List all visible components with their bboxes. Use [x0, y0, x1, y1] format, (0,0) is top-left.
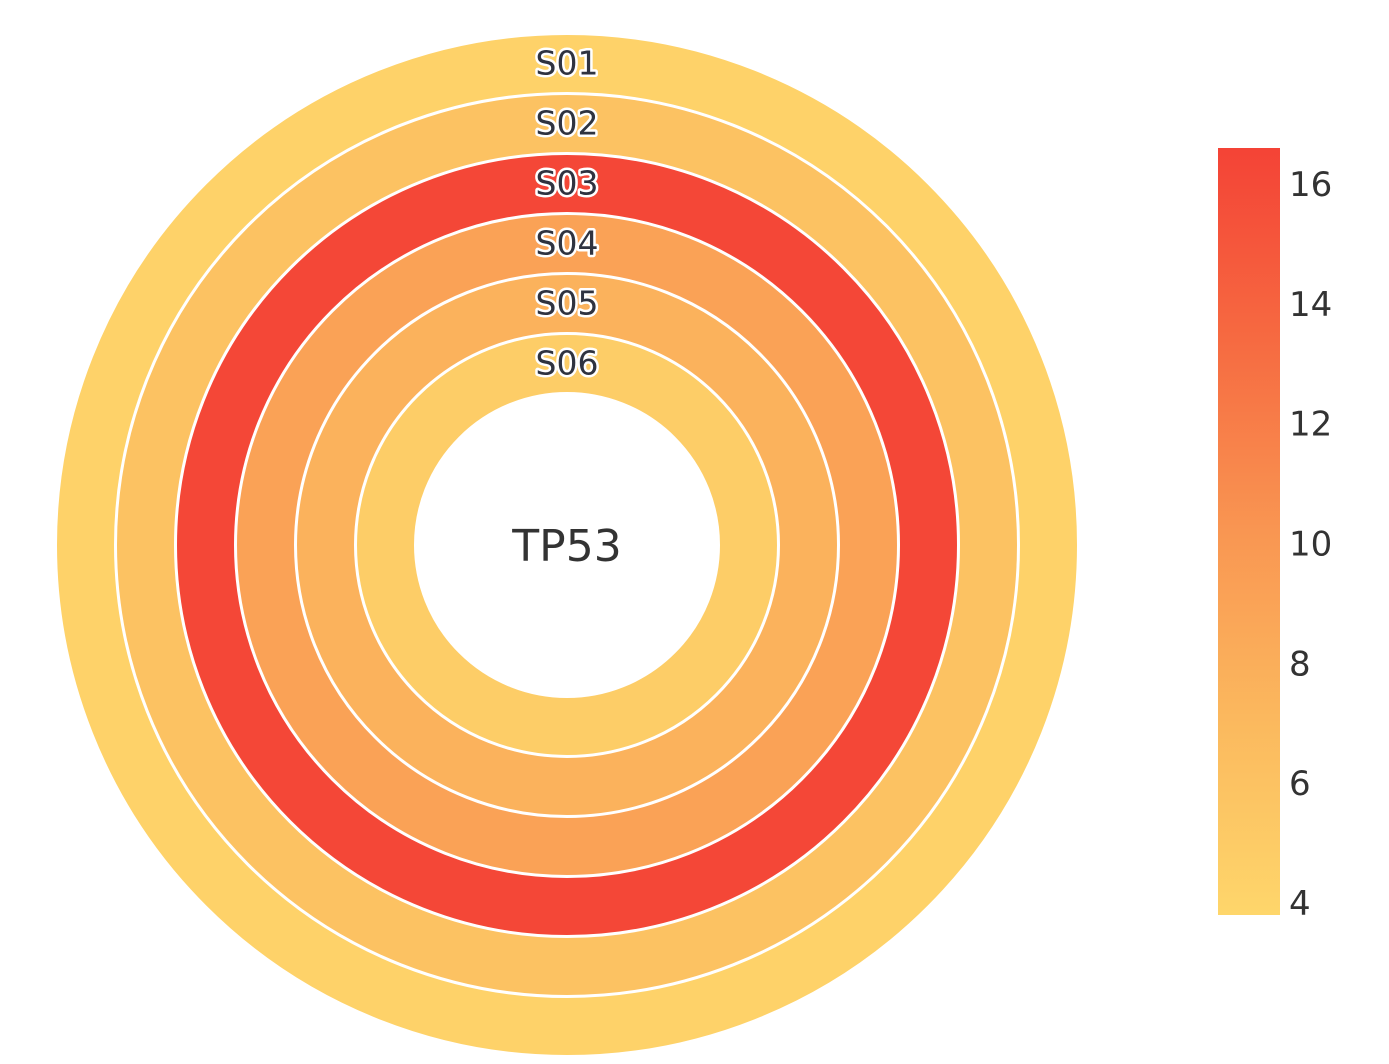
- ring-label-s02: S02: [536, 104, 599, 143]
- ring-s01: [57, 35, 1077, 1055]
- ring-s06: [357, 335, 777, 755]
- ring-s03: [177, 155, 957, 935]
- colorbar-tick-label: 4: [1289, 884, 1311, 924]
- colorbar-tick-label: 12: [1289, 405, 1332, 445]
- colorbar-tick-label: 8: [1289, 644, 1311, 684]
- colorbar-tick-label: 16: [1289, 165, 1332, 205]
- rings-layer: [57, 35, 1077, 1055]
- ring-s05: [297, 275, 837, 815]
- ring-label-s06: S06: [536, 344, 599, 383]
- colorbar-tick-label: 6: [1289, 764, 1311, 804]
- center-label: TP53: [511, 521, 621, 572]
- colorbar-tick-label: 10: [1289, 524, 1332, 564]
- colorbar-ticks: 4 6 8 10 12 14 16: [1289, 165, 1332, 924]
- ring-label-s03: S03: [536, 164, 599, 203]
- ring-s04: [237, 215, 897, 875]
- ring-s02: [117, 95, 1017, 995]
- colorbar-tick-label: 14: [1289, 285, 1332, 325]
- ring-labels-layer: S01 S02 S03 S04 S05 S06: [533, 41, 601, 385]
- ring-label-s05: S05: [536, 284, 599, 323]
- ring-label-s01: S01: [536, 44, 599, 83]
- colorbar: 4 6 8 10 12 14 16: [1218, 148, 1332, 924]
- ring-label-s04: S04: [536, 224, 599, 263]
- colorbar-gradient: [1218, 148, 1280, 915]
